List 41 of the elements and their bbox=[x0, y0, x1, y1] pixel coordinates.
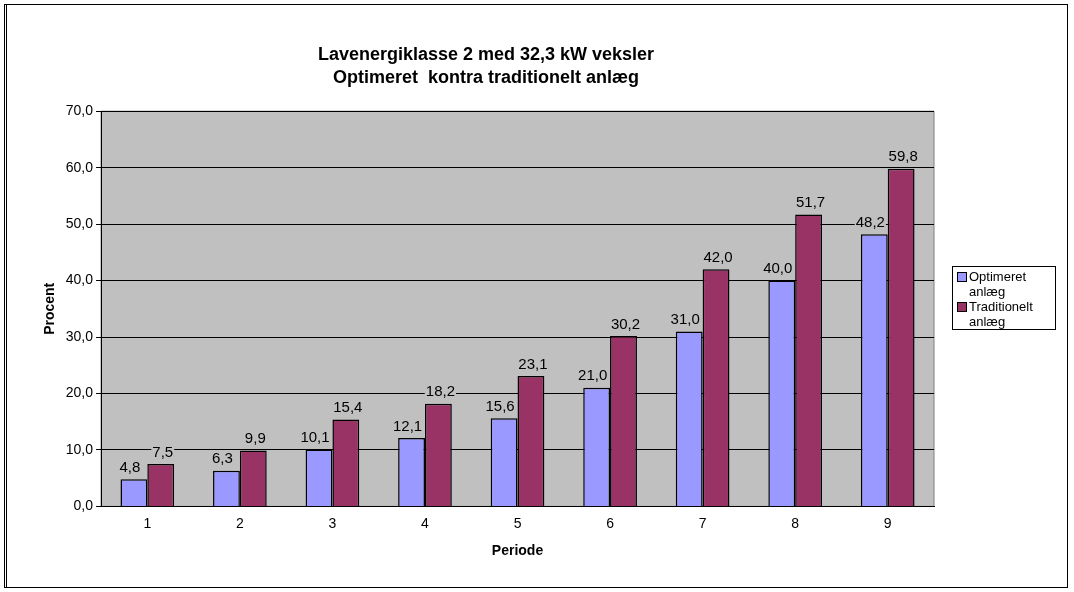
x-tick-label: 6 bbox=[606, 514, 615, 531]
x-tick-label: 3 bbox=[328, 514, 337, 531]
data-label: 21,0 bbox=[578, 366, 608, 384]
data-label: 18,2 bbox=[425, 382, 455, 400]
data-label: 12,1 bbox=[392, 416, 423, 434]
x-tick-label: 8 bbox=[791, 514, 800, 531]
y-tick-label: 20,0 bbox=[65, 384, 94, 401]
data-label: 15,4 bbox=[333, 398, 363, 416]
data-label: 51,7 bbox=[795, 193, 826, 211]
y-axis-title: Procent bbox=[41, 282, 58, 335]
y-tick-label: 0,0 bbox=[73, 497, 94, 514]
data-label: 6,3 bbox=[212, 449, 233, 467]
x-tick-label: 2 bbox=[235, 514, 244, 531]
x-tick-label: 1 bbox=[143, 514, 152, 531]
data-label: 4,8 bbox=[119, 457, 141, 475]
data-label: 23,1 bbox=[518, 354, 548, 372]
chart-subtitle: Optimeret kontra traditionelt anlæg bbox=[332, 67, 640, 88]
data-label: 10,1 bbox=[300, 428, 330, 446]
x-axis-title: Periode bbox=[491, 542, 544, 559]
legend-label: Traditionelt anlæg bbox=[969, 299, 1034, 329]
y-tick-label: 50,0 bbox=[65, 214, 94, 231]
x-tick-label: 7 bbox=[698, 514, 707, 531]
y-tick-label: 70,0 bbox=[65, 102, 94, 119]
y-tick-label: 30,0 bbox=[65, 327, 94, 344]
data-label: 31,0 bbox=[670, 310, 700, 328]
y-tick-label: 40,0 bbox=[65, 271, 94, 288]
y-tick-label: 60,0 bbox=[65, 158, 94, 175]
data-label: 48,2 bbox=[855, 212, 885, 230]
x-tick-label: 4 bbox=[421, 514, 430, 531]
legend-label: Optimeret anlæg bbox=[969, 269, 1028, 299]
chart-title: Lavenergiklasse 2 med 32,3 kW veksler bbox=[317, 43, 655, 64]
data-label: 40,0 bbox=[763, 259, 793, 277]
data-label: 15,6 bbox=[485, 396, 515, 414]
data-label: 30,2 bbox=[610, 314, 641, 332]
data-label: 9,9 bbox=[244, 429, 266, 447]
x-tick-label: 5 bbox=[513, 514, 522, 531]
x-tick-label: 9 bbox=[883, 514, 892, 531]
y-tick-label: 10,0 bbox=[65, 440, 94, 457]
data-label: 42,0 bbox=[703, 247, 733, 265]
data-label: 7,5 bbox=[152, 442, 174, 460]
data-label: 59,8 bbox=[888, 147, 918, 165]
